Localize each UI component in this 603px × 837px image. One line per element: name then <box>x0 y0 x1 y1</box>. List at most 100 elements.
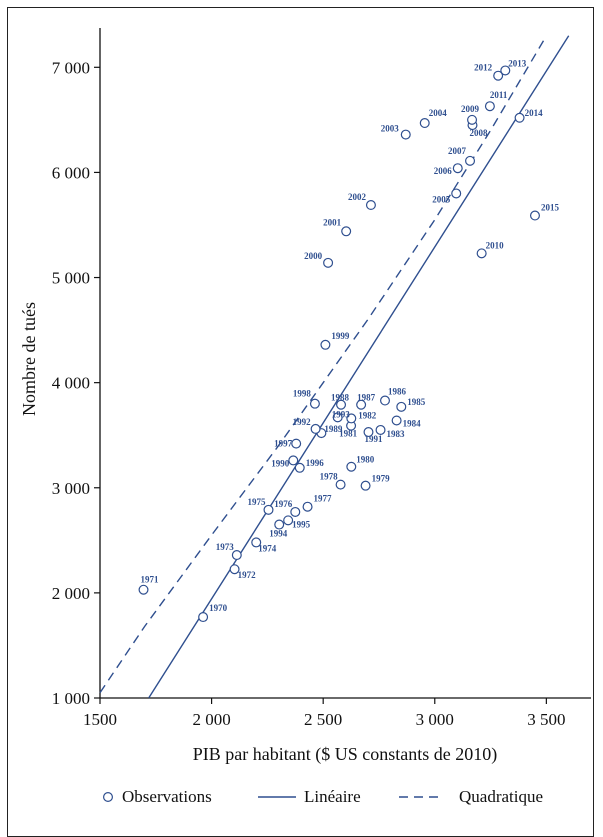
x-tick-label: 2 000 <box>192 710 230 729</box>
data-point <box>198 612 209 623</box>
year-label: 2014 <box>525 108 544 118</box>
year-label: 1995 <box>292 519 311 529</box>
year-label: 1971 <box>141 575 160 585</box>
y-tick-label: 2 000 <box>52 584 90 603</box>
data-point <box>452 163 463 174</box>
data-point <box>332 412 343 423</box>
data-point <box>335 479 346 490</box>
year-label: 1994 <box>269 529 288 539</box>
year-label: 2013 <box>508 58 527 68</box>
data-point <box>396 401 407 412</box>
data-point <box>391 415 402 426</box>
data-point <box>360 480 371 491</box>
year-label: 1998 <box>293 389 312 399</box>
linear-fit-line <box>148 35 570 699</box>
data-point <box>263 504 274 515</box>
year-label: 2015 <box>541 203 560 213</box>
year-label: 2003 <box>381 124 400 134</box>
data-point <box>419 118 430 129</box>
year-label: 1975 <box>248 497 267 507</box>
year-label: 2006 <box>434 166 453 176</box>
year-label: 1985 <box>407 397 426 407</box>
year-label: 1983 <box>387 429 406 439</box>
data-point <box>302 501 313 512</box>
year-label: 2001 <box>323 217 342 227</box>
data-point <box>341 226 352 237</box>
data-point <box>467 114 478 125</box>
scatter-chart: 1500 2 000 2 500 3 000 3 500 1 000 2 000 3 000… <box>19 28 591 806</box>
legend-observations-marker <box>102 791 113 802</box>
y-tick-label: 3 000 <box>52 479 90 498</box>
x-ticks: 1500 2 000 2 500 3 000 3 500 <box>83 698 565 729</box>
data-point <box>290 506 301 517</box>
legend-quadratic-label: Quadratique <box>459 787 543 806</box>
year-label: 1986 <box>388 387 407 397</box>
data-point <box>493 70 504 81</box>
x-tick-label: 2 500 <box>304 710 342 729</box>
y-tick-label: 7 000 <box>52 58 90 77</box>
year-label: 1991 <box>364 434 383 444</box>
year-label: 2004 <box>429 108 448 118</box>
year-label: 2010 <box>486 240 505 250</box>
year-label: 1984 <box>403 418 422 428</box>
year-label: 2005 <box>432 194 451 204</box>
data-point <box>310 423 321 434</box>
data-point <box>291 438 302 449</box>
data-point <box>400 129 411 140</box>
year-label: 2000 <box>304 251 323 261</box>
x-tick-label: 3 000 <box>416 710 454 729</box>
data-point <box>346 461 357 472</box>
legend-linear-label: Linéaire <box>304 787 361 806</box>
year-labels: 1970 1971 1972 1973 1974 1975 1976 1977 1978 1979… <box>141 58 560 613</box>
data-point <box>320 339 331 350</box>
data-point <box>138 584 149 595</box>
data-point <box>288 455 299 466</box>
year-label: 1987 <box>357 393 376 403</box>
year-label: 1970 <box>209 603 228 613</box>
year-label: 1972 <box>238 570 257 580</box>
year-label: 2007 <box>448 146 467 156</box>
data-point <box>294 462 305 473</box>
data-points <box>138 65 540 623</box>
data-point <box>231 550 242 561</box>
year-label: 1978 <box>320 472 339 482</box>
data-point <box>514 112 525 123</box>
data-point <box>251 537 262 548</box>
year-label: 1982 <box>358 410 377 420</box>
year-label: 1976 <box>274 499 293 509</box>
x-tick-label: 1500 <box>83 710 117 729</box>
year-label: 1979 <box>372 474 391 484</box>
y-tick-label: 6 000 <box>52 163 90 182</box>
year-label: 2012 <box>474 63 493 73</box>
fit-lines <box>99 35 570 699</box>
data-point <box>283 515 294 526</box>
year-label: 1980 <box>356 455 375 465</box>
axes <box>99 28 591 699</box>
data-point <box>323 257 334 268</box>
year-label: 2009 <box>461 104 480 114</box>
year-label: 1996 <box>306 458 325 468</box>
year-label: 1989 <box>324 424 343 434</box>
year-label: 1981 <box>339 429 358 439</box>
y-tick-label: 5 000 <box>52 269 90 288</box>
data-point <box>363 427 374 438</box>
year-label: 2008 <box>469 128 488 138</box>
y-tick-label: 4 000 <box>52 374 90 393</box>
year-label: 1977 <box>314 494 333 504</box>
data-point <box>484 101 495 112</box>
data-point <box>476 248 487 259</box>
year-label: 1999 <box>331 331 350 341</box>
legend: Observations Linéaire Quadratique <box>102 787 543 806</box>
data-point <box>356 399 367 410</box>
year-label: 2002 <box>348 192 367 202</box>
y-tick-label: 1 000 <box>52 689 90 708</box>
year-label: 1997 <box>274 439 293 449</box>
data-point <box>451 188 462 199</box>
year-label: 1990 <box>271 458 290 468</box>
x-axis-title: PIB par habitant ($ US constants de 2010… <box>193 744 497 765</box>
year-label: 2011 <box>490 90 508 100</box>
data-point <box>336 399 347 410</box>
year-label: 1993 <box>332 409 351 419</box>
data-point <box>274 519 285 530</box>
x-tick-label: 3 500 <box>527 710 565 729</box>
